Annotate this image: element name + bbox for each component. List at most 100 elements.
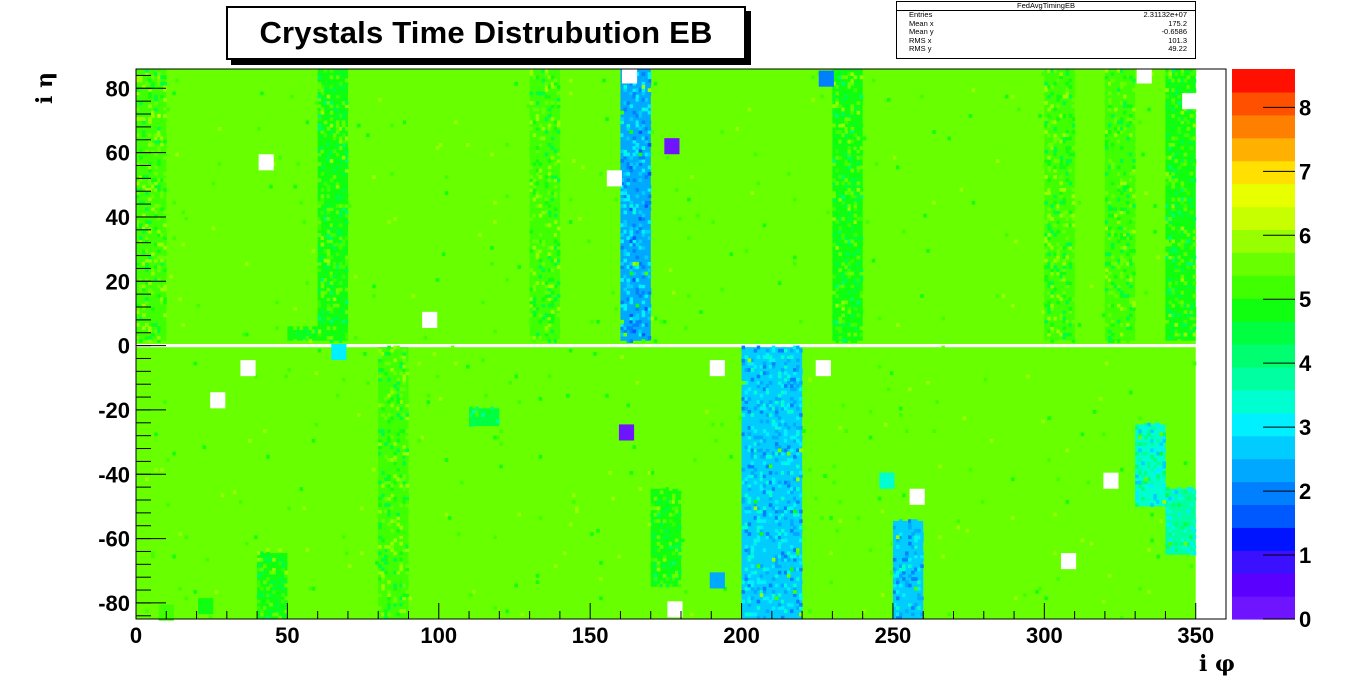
- heatmap-cell: [302, 506, 307, 511]
- heatmap-cell: [1047, 191, 1051, 195]
- heatmap-cell: [796, 532, 800, 536]
- heatmap-cell: [148, 91, 152, 96]
- heatmap-cell: [753, 480, 758, 485]
- heatmap-cell: [1104, 197, 1109, 202]
- heatmap-cell: [786, 545, 791, 549]
- heatmap-cell: [1132, 194, 1136, 199]
- heatmap-cell: [136, 303, 140, 308]
- heatmap-cell: [1044, 188, 1048, 192]
- heatmap-cell: [1174, 126, 1179, 131]
- heatmap-cell: [338, 139, 343, 144]
- heatmap-cell: [375, 561, 379, 565]
- heatmap-cell: [148, 287, 152, 292]
- heatmap-cell: [160, 81, 164, 86]
- heatmap-cell: [1062, 300, 1067, 305]
- heatmap-cell: [674, 188, 679, 192]
- heatmap-cell: [632, 123, 637, 128]
- heatmap-cell: [369, 445, 373, 450]
- heatmap-cell: [390, 545, 394, 549]
- heatmap-cell: [756, 509, 761, 514]
- heatmap-cell: [320, 255, 325, 260]
- heatmap-cell: [550, 75, 555, 80]
- heatmap-cell: [859, 332, 864, 337]
- heatmap-cell: [1053, 107, 1057, 112]
- heatmap-cell: [1107, 326, 1112, 331]
- heatmap-cell: [1107, 101, 1112, 105]
- heatmap-cell: [1068, 171, 1073, 176]
- heatmap-cell: [850, 110, 855, 115]
- heatmap-cell: [620, 265, 624, 269]
- heatmap-cell: [1177, 94, 1182, 99]
- heatmap-cell: [393, 384, 397, 388]
- heatmap-cell: [1071, 188, 1076, 192]
- heatmap-cell: [671, 522, 676, 527]
- heatmap-cell: [314, 101, 319, 105]
- heatmap-cell: [899, 406, 903, 411]
- heatmap-cell: [1168, 78, 1172, 83]
- heatmap-cell: [635, 278, 640, 282]
- heatmap-cell: [902, 229, 906, 234]
- heatmap-cell: [1186, 496, 1191, 501]
- heatmap-cell: [620, 181, 624, 186]
- heatmap-cell: [344, 213, 349, 218]
- heatmap-cell: [1068, 332, 1073, 337]
- heatmap-cell: [481, 413, 485, 417]
- heatmap-cell: [786, 355, 791, 359]
- heatmap-cell: [853, 194, 858, 199]
- heatmap-cell: [553, 258, 558, 263]
- heatmap-cell: [771, 564, 776, 569]
- heatmap-cell: [1044, 265, 1048, 269]
- heatmap-cell: [768, 403, 773, 408]
- heatmap-cell: [287, 210, 291, 215]
- heatmap-cell: [747, 602, 752, 607]
- heatmap-cell: [747, 107, 752, 112]
- heatmap-cell: [544, 258, 549, 263]
- y-tick-label: -80: [98, 591, 130, 616]
- heatmap-cell: [1050, 339, 1054, 343]
- heatmap-cell: [142, 278, 146, 282]
- heatmap-cell: [1120, 249, 1124, 253]
- heatmap-cell: [157, 278, 161, 282]
- heatmap-cell: [977, 609, 982, 614]
- heatmap-cell: [626, 207, 631, 212]
- heatmap-cell: [917, 567, 921, 572]
- heatmap-cell: [532, 133, 537, 138]
- heatmap-cell: [844, 191, 849, 195]
- heatmap-cell: [572, 493, 576, 498]
- heatmap-cell: [1141, 451, 1145, 456]
- palette-tick-label: 4: [1299, 351, 1312, 376]
- heatmap-cell: [402, 364, 406, 369]
- heatmap-cell: [744, 545, 749, 549]
- heatmap-cell: [142, 261, 146, 266]
- heatmap-cell: [753, 615, 758, 620]
- heatmap-cell: [777, 426, 782, 430]
- empty-tower: [667, 601, 683, 618]
- heatmap-cell: [157, 155, 161, 160]
- heatmap-cell: [753, 516, 758, 520]
- heatmap-cell: [1144, 397, 1148, 401]
- heatmap-cell: [266, 615, 270, 620]
- heatmap-cell: [402, 377, 406, 382]
- heatmap-cell: [556, 307, 561, 311]
- heatmap-cell: [765, 532, 770, 536]
- heatmap-cell: [1141, 496, 1145, 501]
- heatmap-cell: [638, 319, 643, 324]
- heatmap-cell: [1071, 339, 1076, 343]
- heatmap-cell: [677, 139, 682, 144]
- heatmap-cell: [762, 261, 767, 266]
- heatmap-cell: [1056, 159, 1060, 163]
- heatmap-cell: [393, 599, 397, 604]
- heatmap-cell: [1004, 94, 1009, 99]
- heatmap-cell: [402, 454, 406, 459]
- heatmap-cell: [575, 509, 579, 514]
- heatmap-cell: [378, 506, 382, 511]
- heatmap-cell: [623, 229, 627, 234]
- heatmap-cell: [750, 570, 755, 575]
- heatmap-cell: [765, 535, 770, 540]
- heatmap-cell: [793, 400, 797, 405]
- heatmap-cell: [1147, 477, 1151, 482]
- heatmap-cell: [847, 204, 852, 208]
- heatmap-cell: [363, 352, 367, 356]
- heatmap-cell: [892, 567, 897, 572]
- heatmap-cell: [1047, 207, 1051, 212]
